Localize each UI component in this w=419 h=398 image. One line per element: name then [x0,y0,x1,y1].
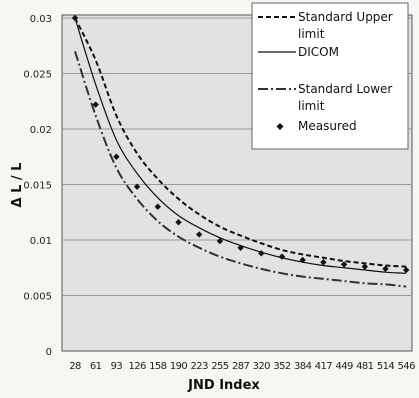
measured-point [237,244,244,251]
legend: Standard Upper limit DICOM Standard Lowe… [251,2,409,150]
measured-point [113,153,120,160]
legend-upper-label-1: Standard Upper [298,10,393,24]
measured-point [340,261,348,268]
y-tick-label: 0.005 [23,292,52,303]
lower-limit-line [74,50,407,288]
legend-measured-label: Measured [298,119,357,133]
x-tick-label: 417 [315,361,333,372]
measured-point [196,231,203,238]
measured-point [320,259,327,266]
measured-point [175,219,182,226]
measured-point [71,14,79,22]
x-tick-label: 287 [232,361,250,372]
x-tick-label: 449 [335,361,353,372]
x-tick-label: 158 [149,361,167,372]
legend-lower-label-1: Standard Lower [298,82,392,96]
x-tick-label: 28 [69,361,81,372]
measured-point [403,266,410,274]
y-tick-label: 0 [46,347,52,358]
y-tick-label: 0.015 [23,181,52,192]
x-tick-label: 126 [128,361,146,372]
x-tick-labels: 28 61 93 126 158 190 223 255 287 320 352 384 417 449 4… [69,361,415,372]
x-tick-label: 352 [273,361,291,372]
measured-point [92,101,99,108]
x-tick-label: 384 [294,361,312,372]
measured-point [361,263,368,270]
y-tick-label: 0.03 [30,14,52,25]
measured-point [382,265,389,273]
legend-measured-swatch [276,123,284,130]
x-tick-label: 190 [170,361,188,372]
y-tick-labels: 0 0.005 0.01 0.015 0.02 0.025 0.03 [23,14,52,358]
x-axis-title: JND Index [187,378,260,393]
measured-point [278,253,286,260]
x-tick-label: 514 [377,361,395,372]
y-tick-label: 0.025 [23,70,52,81]
measured-point [258,250,265,257]
y-tick-label: 0.01 [30,236,52,247]
x-tick-label: 320 [253,361,271,372]
legend-upper-label-2: limit [298,27,325,41]
x-tick-label: 223 [191,361,209,372]
x-tick-label: 546 [398,361,416,372]
measured-point [216,237,224,245]
x-tick-label: 255 [211,361,229,372]
measured-markers [71,14,410,274]
measured-point [133,183,141,190]
measured-point [299,256,306,264]
y-tick-label: 0.02 [30,125,52,136]
y-axis-title: Δ L / L [10,163,25,208]
legend-dicom-label: DICOM [298,45,339,59]
legend-box [251,2,409,150]
legend-lower-label-2: limit [298,99,325,113]
measured-point [154,203,161,210]
upper-limit-line [74,17,407,268]
x-tick-label: 481 [356,361,374,372]
x-tick-label: 61 [90,361,102,372]
x-tick-label: 93 [111,361,123,372]
